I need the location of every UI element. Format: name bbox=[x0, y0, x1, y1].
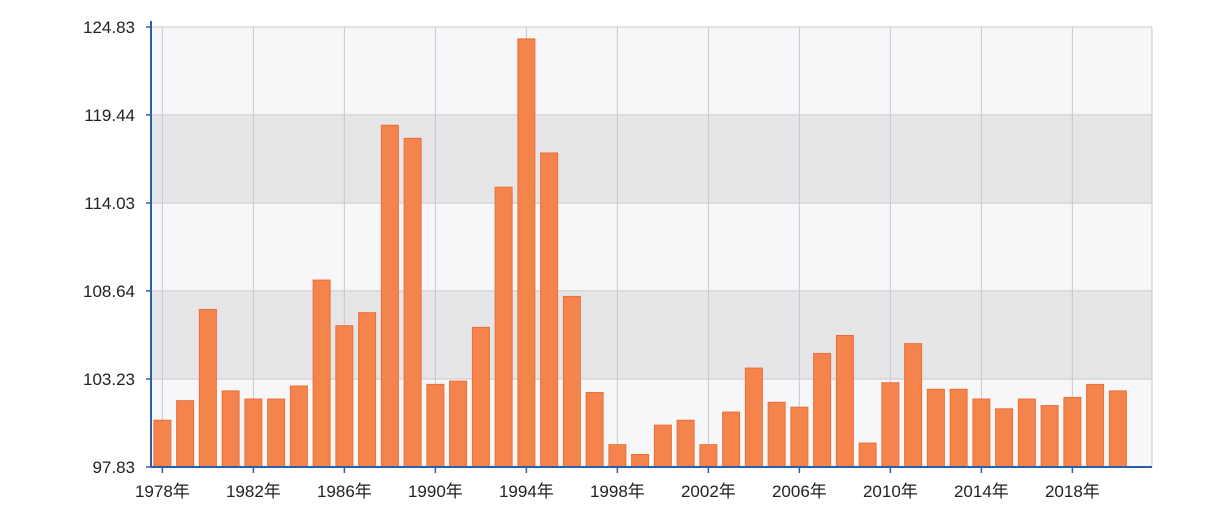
bar-1988年 bbox=[380, 124, 399, 468]
x-tick-label: 1982年 bbox=[226, 482, 281, 501]
x-tick-label: 2002年 bbox=[681, 482, 736, 501]
bar-2006年 bbox=[790, 406, 809, 468]
x-tick-label: 2018年 bbox=[1045, 482, 1100, 501]
bar-1987年 bbox=[358, 312, 377, 468]
bar-1989年 bbox=[403, 137, 422, 468]
bar-1982年 bbox=[244, 398, 263, 468]
bar-1995年 bbox=[540, 152, 559, 468]
bar-2000年 bbox=[653, 424, 672, 468]
bar-2015年 bbox=[995, 408, 1014, 468]
bar-2017年 bbox=[1040, 405, 1059, 468]
plot-background bbox=[151, 27, 1152, 467]
bar-2008年 bbox=[835, 334, 854, 468]
y-tick-label: 124.83 bbox=[83, 18, 135, 37]
bar-2002年 bbox=[699, 444, 718, 468]
bar-2005年 bbox=[767, 401, 786, 468]
x-tick-label: 2010年 bbox=[863, 482, 918, 501]
x-tick-label: 1986年 bbox=[317, 482, 372, 501]
bar-1986年 bbox=[335, 325, 354, 468]
x-axis-ticks: 1978年 1982年 1986年 1990年 1994年 1998年 2002年 2006年… bbox=[135, 467, 1100, 501]
bar-1990年 bbox=[426, 383, 445, 468]
bar-1996年 bbox=[562, 295, 581, 468]
bar-2014年 bbox=[972, 398, 991, 468]
plot-band bbox=[151, 290, 1152, 379]
plot-band bbox=[151, 203, 1152, 291]
y-tick-label: 97.83 bbox=[92, 458, 135, 477]
bar-1997年 bbox=[585, 392, 604, 468]
y-axis-ticks: 97.83 103.23 108.64 114.03 119.44 124.83 bbox=[83, 18, 151, 477]
bar-1998年 bbox=[608, 444, 627, 468]
bar-2013年 bbox=[949, 388, 968, 468]
axes bbox=[150, 21, 1152, 468]
bar-2011年 bbox=[904, 343, 923, 468]
bar-2003年 bbox=[722, 411, 741, 468]
bar-1992年 bbox=[471, 326, 490, 468]
grid-lines bbox=[151, 26, 1153, 468]
y-tick-label: 119.44 bbox=[84, 106, 135, 125]
y-tick-label: 103.23 bbox=[83, 370, 135, 389]
x-tick-label: 1998年 bbox=[590, 482, 645, 501]
bar-2016年 bbox=[1017, 398, 1036, 468]
bar-1983年 bbox=[267, 398, 286, 468]
y-tick-label: 108.64 bbox=[83, 282, 135, 301]
bar-2020年 bbox=[1108, 390, 1127, 468]
bar-1991年 bbox=[449, 380, 468, 468]
bar-2019年 bbox=[1086, 383, 1105, 468]
bar-2001年 bbox=[676, 419, 695, 468]
bar-1979年 bbox=[176, 400, 195, 468]
bar-1993年 bbox=[494, 186, 513, 468]
bar-2007年 bbox=[813, 352, 832, 468]
bar-1978年 bbox=[153, 419, 172, 468]
plot-band bbox=[151, 27, 1152, 115]
y-tick-label: 114.03 bbox=[84, 194, 135, 213]
bar-1999年 bbox=[631, 453, 650, 468]
bar-2009年 bbox=[858, 442, 877, 468]
x-tick-label: 1994年 bbox=[499, 482, 554, 501]
bar-1994年 bbox=[517, 38, 536, 468]
bar-2004年 bbox=[744, 367, 763, 468]
bar-1984年 bbox=[289, 385, 308, 468]
x-tick-label: 1990年 bbox=[408, 482, 463, 501]
bar-1980年 bbox=[198, 308, 217, 468]
x-tick-label: 2014年 bbox=[954, 482, 1009, 501]
x-tick-label: 1978年 bbox=[135, 482, 190, 501]
bar-1985年 bbox=[312, 279, 331, 468]
bar-2012年 bbox=[926, 388, 945, 468]
bar-2010年 bbox=[881, 382, 900, 468]
bar-1981年 bbox=[221, 390, 240, 468]
x-tick-label: 2006年 bbox=[772, 482, 827, 501]
plot-band bbox=[151, 114, 1152, 203]
bar-2018年 bbox=[1063, 396, 1082, 468]
